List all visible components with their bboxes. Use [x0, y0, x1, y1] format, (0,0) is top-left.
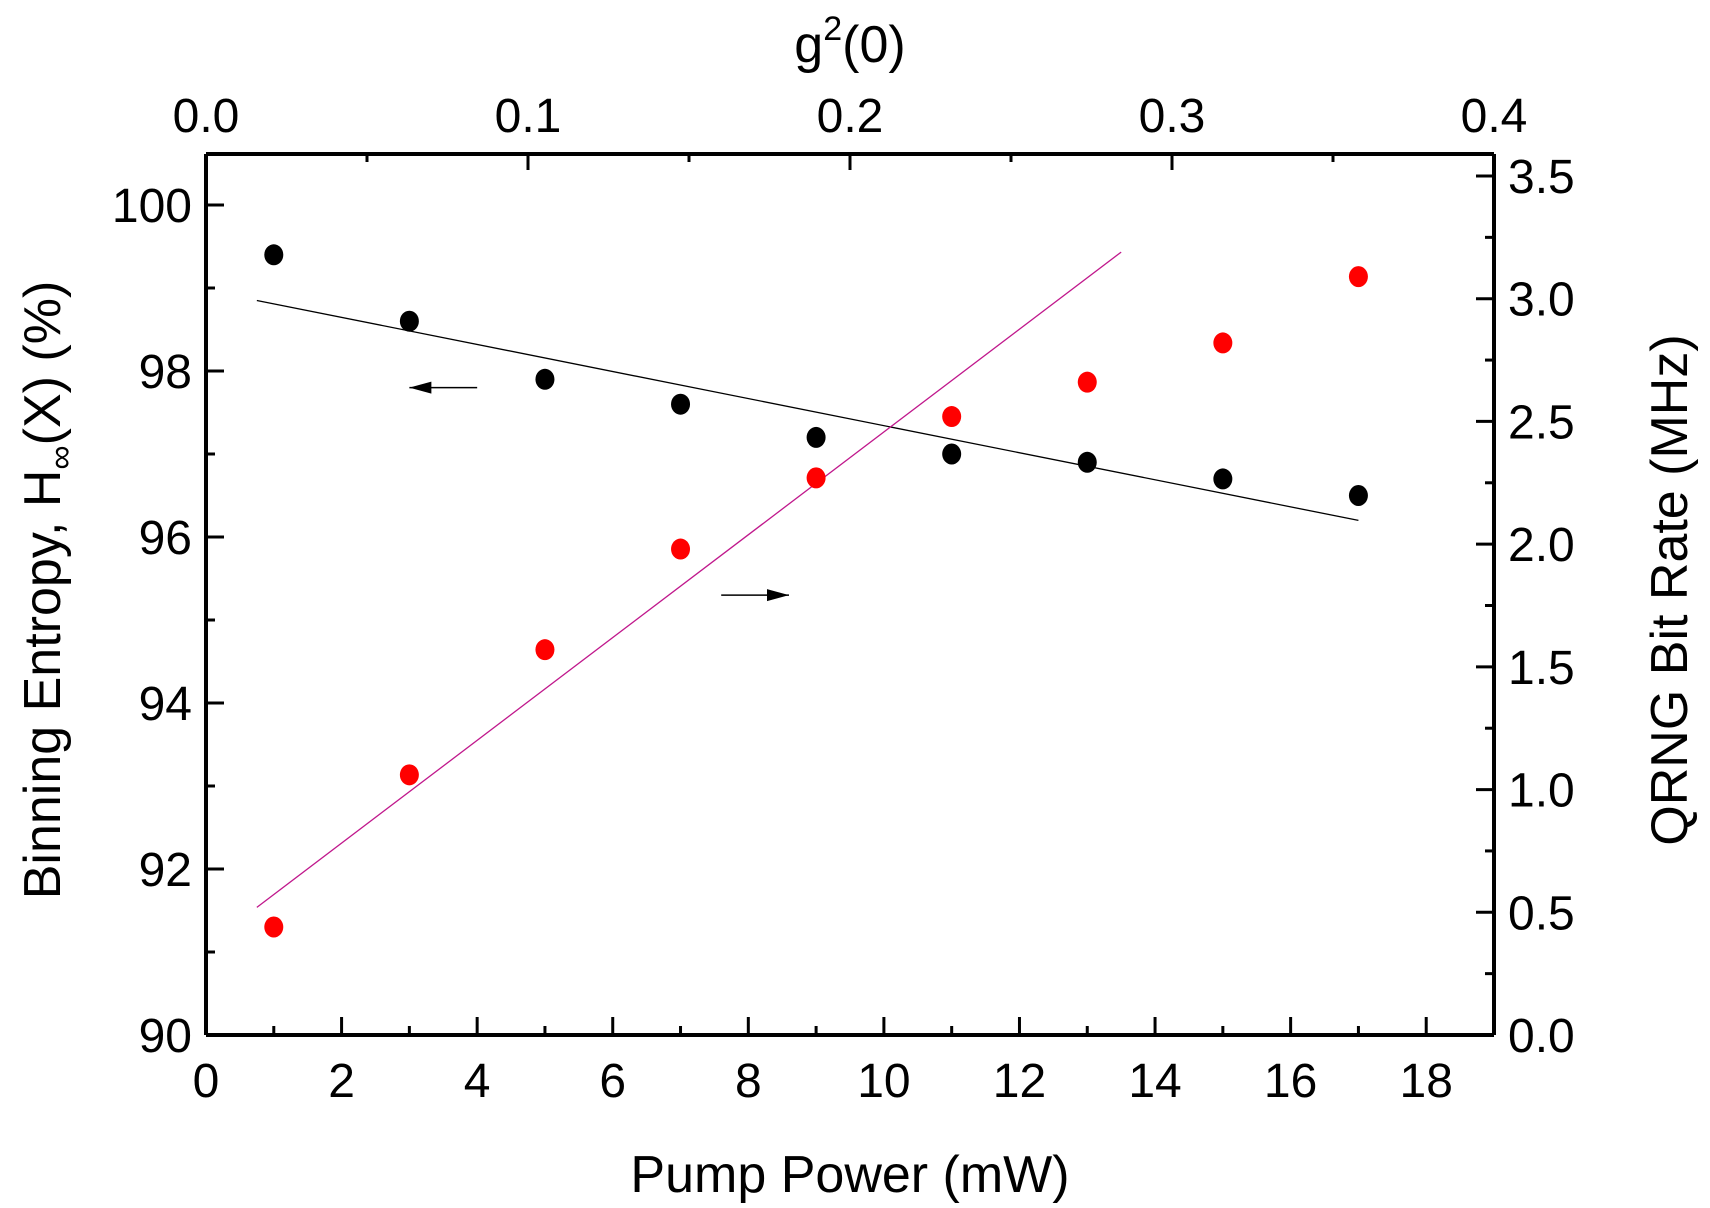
entropy-data-point [806, 426, 826, 448]
y-left-tick-label: 98 [139, 346, 192, 399]
y-right-tick-label: 2.0 [1508, 519, 1575, 572]
right-axis-title: QRNG Bit Rate (MHz) [1641, 334, 1699, 845]
top-tick-label: 0.0 [173, 90, 240, 143]
top-axis-title-base: g [794, 16, 823, 74]
bitrate-fit-line [256, 251, 1122, 908]
fit-lines [256, 251, 1359, 908]
y-left-tick-label: 96 [139, 512, 192, 565]
y-left-tick-label: 90 [139, 1010, 192, 1063]
y-right-tick-label: 1.0 [1508, 765, 1575, 818]
y-right-tick-label: 3.0 [1508, 274, 1575, 327]
top-tick-label: 0.4 [1461, 90, 1528, 143]
entropy-data-point [264, 244, 284, 266]
bitrate-data-point [264, 916, 284, 938]
x-tick-label: 10 [857, 1055, 910, 1108]
bitrate-data-point [1348, 266, 1368, 288]
entropy-data-point [1348, 485, 1368, 506]
top-tick-label: 0.1 [495, 90, 562, 143]
y-left-tick-label: 92 [139, 844, 192, 897]
bitrate-data-point [1077, 371, 1097, 393]
bitrate-data-point [535, 639, 555, 661]
x-tick-label: 6 [599, 1055, 626, 1108]
plot-frame [204, 152, 1496, 1037]
bitrate-data-point [399, 764, 419, 786]
top-axis-title-sup: 2 [823, 10, 842, 48]
y-right-tick-label: 3.5 [1508, 151, 1575, 204]
bitrate-data-point [671, 538, 691, 560]
left-axis-title-pre: Binning Entropy, H [14, 470, 72, 900]
x-tick-label: 2 [328, 1055, 355, 1108]
right-arrow-head-icon [766, 589, 789, 602]
y-right-tick-label: 0.5 [1508, 887, 1575, 940]
left-axis-title-post: (X) (%) [14, 281, 72, 446]
left-axis-title: Binning Entropy, H∞(X) (%) [14, 281, 80, 900]
top-axis-title: g2(0) [794, 10, 905, 74]
y-left-tick-label: 100 [112, 180, 192, 233]
axis-arrows [409, 381, 789, 602]
left-axis-title-sub: ∞ [42, 445, 80, 469]
x-tick-label: 12 [993, 1055, 1046, 1108]
axis-ticks [204, 154, 1496, 1037]
x-tick-label: 4 [464, 1055, 491, 1108]
bitrate-data-point [1213, 332, 1233, 354]
bitrate-data-point [806, 467, 826, 489]
y-right-tick-label: 2.5 [1508, 396, 1575, 449]
left-arrow-head-icon [409, 381, 432, 394]
x-tick-label: 8 [735, 1055, 762, 1108]
entropy-data-point [1213, 468, 1233, 490]
entropy-data-point [1077, 451, 1097, 473]
entropy-data-point [671, 393, 691, 415]
top-tick-label: 0.2 [817, 90, 884, 143]
top-axis-title-rest: (0) [842, 16, 906, 74]
x-tick-label: 16 [1264, 1055, 1317, 1108]
x-tick-label: 0 [193, 1055, 220, 1108]
x-axis-title: Pump Power (mW) [630, 1146, 1069, 1204]
bitrate-data-point [942, 406, 962, 428]
tick-labels: 0 2 4 6 8 10 12 14 16 18 0.0 0.1 0.2 0.3 0.4 90 92 94 96 98… [112, 90, 1575, 1108]
y-left-tick-label: 94 [139, 678, 192, 731]
x-tick-label: 14 [1128, 1055, 1181, 1108]
x-tick-label: 18 [1400, 1055, 1453, 1108]
y-right-tick-label: 1.5 [1508, 642, 1575, 695]
entropy-data-point [399, 310, 419, 332]
top-tick-label: 0.3 [1139, 90, 1206, 143]
y-right-tick-label: 0.0 [1508, 1010, 1575, 1063]
entropy-data-point [942, 443, 962, 465]
entropy-fit-line [256, 299, 1359, 522]
data-points [264, 244, 1368, 938]
entropy-data-point [535, 368, 555, 390]
